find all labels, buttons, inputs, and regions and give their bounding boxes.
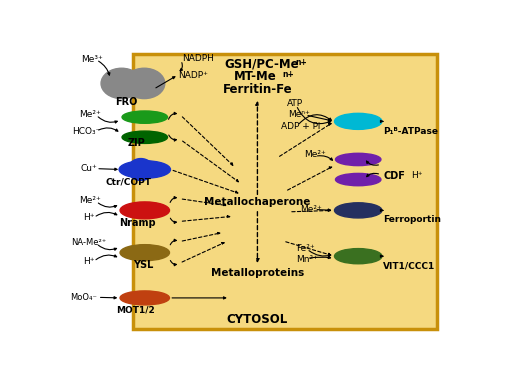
Text: ZIP: ZIP: [128, 138, 146, 148]
Ellipse shape: [120, 202, 169, 219]
Circle shape: [123, 68, 164, 99]
Ellipse shape: [335, 153, 380, 166]
Text: HCO₃⁻: HCO₃⁻: [72, 127, 101, 136]
Text: Ctr/COPT: Ctr/COPT: [106, 177, 152, 186]
Text: Cu⁺: Cu⁺: [80, 164, 97, 173]
Text: H⁺: H⁺: [82, 257, 94, 266]
Text: CDF: CDF: [382, 171, 404, 181]
Text: MT-Me: MT-Me: [234, 70, 276, 83]
Text: ATP: ATP: [287, 99, 302, 108]
Text: Me²⁺: Me²⁺: [78, 196, 100, 205]
Text: CYTOSOL: CYTOSOL: [227, 313, 288, 326]
Text: Me²⁺: Me²⁺: [78, 110, 100, 119]
Text: Metallochaperone: Metallochaperone: [204, 197, 310, 207]
Text: P₁ᴮ-ATPase: P₁ᴮ-ATPase: [382, 127, 437, 136]
Text: Nramp: Nramp: [119, 218, 155, 228]
Text: NA-Me²⁺: NA-Me²⁺: [71, 238, 106, 247]
Text: YSL: YSL: [132, 260, 153, 270]
Text: Me²⁺: Me²⁺: [299, 205, 321, 214]
Text: n+: n+: [294, 58, 306, 67]
Ellipse shape: [334, 203, 381, 218]
Text: Fe²⁺: Fe²⁺: [296, 244, 314, 253]
Ellipse shape: [128, 158, 153, 180]
Text: H⁺: H⁺: [82, 213, 94, 222]
Text: VIT1/CCC1: VIT1/CCC1: [382, 261, 435, 270]
Ellipse shape: [120, 291, 169, 305]
Text: Ferritin-Fe: Ferritin-Fe: [222, 83, 292, 96]
Ellipse shape: [335, 174, 380, 186]
Text: H⁺: H⁺: [410, 171, 421, 180]
Text: MOT1/2: MOT1/2: [116, 305, 155, 314]
Text: Mn²⁺: Mn²⁺: [296, 255, 318, 264]
Ellipse shape: [122, 131, 167, 143]
Text: MoO₄⁻: MoO₄⁻: [70, 293, 97, 302]
Circle shape: [101, 68, 142, 99]
Ellipse shape: [334, 113, 381, 129]
Text: FRO: FRO: [115, 97, 137, 106]
Text: ADP + Pi: ADP + Pi: [280, 122, 320, 131]
Text: GSH/PC-Me: GSH/PC-Me: [223, 58, 298, 71]
Ellipse shape: [122, 111, 167, 123]
Text: NADPH: NADPH: [182, 54, 214, 63]
Ellipse shape: [119, 161, 170, 178]
FancyBboxPatch shape: [133, 54, 436, 329]
Ellipse shape: [120, 245, 169, 261]
Text: n+: n+: [281, 70, 293, 80]
Text: Meⁿ⁺: Meⁿ⁺: [287, 110, 309, 119]
Text: Me³⁺: Me³⁺: [81, 55, 103, 64]
Text: Metalloproteins: Metalloproteins: [210, 268, 303, 278]
Text: Me²⁺: Me²⁺: [303, 150, 325, 160]
Text: Ferroportin: Ferroportin: [382, 216, 440, 224]
Ellipse shape: [334, 249, 381, 264]
Text: NADP⁺: NADP⁺: [178, 71, 208, 80]
